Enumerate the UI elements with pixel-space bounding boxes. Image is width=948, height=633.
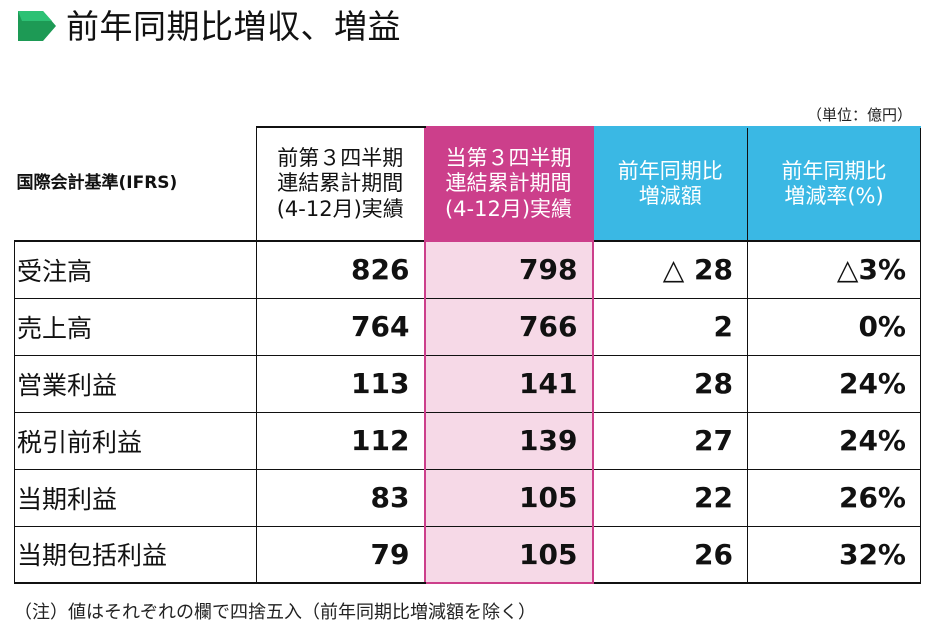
current-value: 141 [423, 354, 594, 413]
row-label: 売上高 [14, 297, 257, 356]
previous-value: 112 [256, 411, 425, 470]
change-amount: △ 28 [592, 240, 748, 299]
header-line: 連結累計期間 [445, 171, 572, 196]
table-row: 当期利益 83 105 22 26% [14, 468, 921, 527]
table-row: 売上高 764 766 2 0% [14, 297, 921, 356]
change-rate: 32% [747, 525, 921, 584]
table-row: 当期包括利益 79 105 26 32% [14, 525, 921, 584]
current-value: 766 [423, 297, 594, 356]
title-text: 前年同期比増収、増益 [66, 6, 401, 46]
current-value: 105 [423, 468, 594, 527]
header-line: 連結累計期間 [277, 171, 404, 196]
header-line: 増減額 [638, 184, 702, 208]
footnote: （注）値はそれぞれの欄で四捨五入（前年同期比増減額を除く） [14, 602, 536, 623]
header-line: 前年同期比 [781, 158, 887, 183]
change-amount: 26 [592, 525, 748, 584]
row-label: 営業利益 [14, 354, 257, 413]
change-amount: 28 [592, 354, 748, 413]
change-amount: 2 [592, 297, 748, 356]
change-amount: 22 [592, 468, 748, 527]
header-basis: 国際会計基準(IFRS) [14, 127, 257, 242]
current-value: 798 [423, 240, 594, 299]
row-label: 当期包括利益 [14, 525, 257, 584]
header-line: 前第３四半期 [277, 146, 404, 171]
change-rate: 0% [747, 297, 921, 356]
current-value: 139 [423, 411, 594, 470]
change-rate: △3% [747, 240, 921, 299]
header-line: 前年同期比 [617, 158, 723, 183]
change-rate: 24% [747, 411, 921, 470]
previous-value: 113 [256, 354, 425, 413]
previous-value: 826 [256, 240, 425, 299]
header-current-period: 当第３四半期 連結累計期間 (4-12月)実績 [423, 126, 594, 242]
unit-label: （単位：億円） [806, 106, 912, 124]
header-line: (4-12月)実績 [276, 196, 404, 221]
header-line: 増減率(%) [784, 184, 884, 208]
slide-title: 前年同期比増収、増益 [18, 8, 401, 44]
header-previous-period: 前第３四半期 連結累計期間 (4-12月)実績 [256, 126, 425, 242]
table-row: 受注高 826 798 △ 28 △3% [14, 240, 921, 299]
table-row: 営業利益 113 141 28 24% [14, 354, 921, 413]
previous-value: 79 [256, 525, 425, 584]
change-rate: 24% [747, 354, 921, 413]
header-line: 当第３四半期 [445, 146, 572, 171]
table-row: 税引前利益 112 139 27 24% [14, 411, 921, 470]
table-header-row: 国際会計基準(IFRS) 前第３四半期 連結累計期間 (4-12月)実績 当第３… [14, 126, 921, 242]
header-yoy-change-rate: 前年同期比 増減率(%) [747, 126, 921, 242]
previous-value: 764 [256, 297, 425, 356]
change-amount: 27 [592, 411, 748, 470]
current-value: 105 [423, 525, 594, 584]
change-rate: 26% [747, 468, 921, 527]
header-yoy-change-amount: 前年同期比 増減額 [592, 126, 748, 242]
row-label: 当期利益 [14, 468, 257, 527]
results-table: 国際会計基準(IFRS) 前第３四半期 連結累計期間 (4-12月)実績 当第３… [14, 126, 921, 584]
green-arrow-marker-icon [18, 11, 56, 41]
header-line: (4-12月)実績 [444, 196, 573, 221]
previous-value: 83 [256, 468, 425, 527]
row-label: 税引前利益 [14, 411, 257, 470]
row-label: 受注高 [14, 240, 257, 299]
